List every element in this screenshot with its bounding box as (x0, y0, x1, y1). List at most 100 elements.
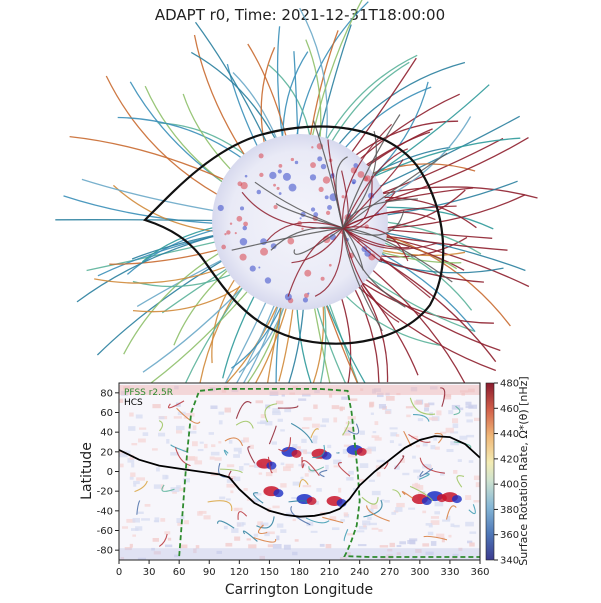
map-texture-cell (223, 525, 228, 530)
map-texture-cell (422, 443, 428, 447)
disk-spot (256, 189, 262, 195)
map-texture-cell (370, 412, 374, 415)
active-region-secondary (291, 449, 302, 458)
map-texture-cell (197, 511, 203, 516)
map-texture-cell (325, 544, 332, 549)
map-field-line (301, 460, 320, 477)
closed-field-line (342, 159, 404, 229)
legend-pfss-label: PFSS r2.5R (124, 388, 173, 398)
map-texture-cell (234, 536, 241, 541)
colorbar-tick-label: 400 (500, 480, 519, 491)
map-texture-cell (301, 438, 307, 443)
x-tick-label: 360 (470, 567, 489, 578)
map-texture-cell (260, 414, 267, 419)
map-texture-cell (123, 450, 131, 455)
map-texture-cell (276, 523, 284, 528)
disk-spot (290, 157, 295, 162)
open-field-line (105, 75, 233, 204)
closed-field-line (254, 181, 344, 229)
map-texture-cell (265, 421, 273, 426)
closed-field-line (241, 191, 344, 230)
closed-field-line (342, 123, 393, 229)
map-texture-cell (333, 465, 340, 468)
map-texture-cell (389, 440, 394, 444)
map-texture-cell (182, 478, 190, 483)
map-texture-cell (135, 526, 143, 531)
map-texture-cell (177, 521, 183, 526)
map-field-line (217, 520, 235, 529)
map-texture-cell (119, 463, 124, 468)
map-texture-cell (473, 475, 480, 481)
map-texture-cell (434, 501, 444, 507)
map-texture-cell (132, 534, 137, 537)
map-texture-cell (255, 400, 264, 404)
map-field-line (392, 489, 402, 498)
disk-spot (284, 293, 292, 301)
map-texture-cell (119, 398, 124, 403)
disk-spot (299, 217, 302, 220)
map-texture-cell (422, 510, 427, 514)
x-tick-label: 180 (290, 567, 309, 578)
open-field-line (55, 219, 230, 222)
map-texture-cell (233, 454, 240, 458)
closed-field-line (314, 227, 344, 297)
map-texture-cell (228, 439, 233, 444)
map-texture-cell (362, 520, 371, 526)
map-texture-cell (402, 472, 410, 476)
map-texture-cell (440, 471, 445, 476)
map-texture-cell (271, 441, 277, 445)
disk-spot (273, 204, 278, 210)
map-texture-cell (226, 479, 233, 483)
open-field-line (306, 30, 339, 153)
map-field-line (174, 447, 191, 467)
map-texture-cell (343, 444, 353, 447)
map-texture-cell (376, 471, 381, 477)
x-tick-label: 30 (143, 567, 156, 578)
map-texture-cell (395, 507, 403, 512)
map-field-line (343, 529, 349, 542)
map-texture-cell (342, 433, 351, 436)
map-field-line (456, 475, 465, 488)
disk-spot (294, 160, 299, 165)
map-texture-cell (226, 483, 236, 488)
map-texture-cell (424, 403, 430, 408)
map-field-line (337, 461, 351, 477)
map-texture-cell (384, 500, 390, 503)
y-tick-label: -40 (97, 506, 113, 517)
disk-spot (310, 162, 316, 168)
disk-spot (357, 171, 365, 178)
map-texture-cell (208, 432, 214, 435)
map-texture-cell (304, 451, 312, 454)
closed-field-line (342, 148, 409, 229)
active-region-secondary (451, 495, 462, 504)
map-texture-cell (412, 483, 421, 489)
map-texture-cell (430, 516, 440, 519)
map-texture-cell (333, 459, 342, 465)
map-field-line (409, 397, 436, 415)
map-texture-cell (203, 515, 211, 520)
disk-spot (239, 253, 247, 261)
map-texture-cell (304, 473, 309, 477)
map-field-line (290, 422, 313, 444)
map-field-line (401, 491, 414, 499)
map-texture-cell (399, 458, 405, 463)
map-field-line (134, 480, 148, 493)
map-texture-cell (357, 544, 367, 547)
map-texture-cell (119, 451, 128, 455)
heliospheric-current-sheet-3d (142, 125, 445, 345)
map-texture-cell (347, 416, 356, 420)
x-tick-label: 0 (116, 567, 122, 578)
map-texture-cell (453, 469, 458, 474)
map-field-line (305, 517, 330, 524)
chart-title: ADAPT r0, Time: 2021-12-31T18:00:00 (155, 6, 445, 24)
y-axis-ticks: -80 -60 -40 -20 0 20 40 60 80 (97, 388, 119, 557)
closed-field-line (287, 227, 344, 297)
map-texture-cell (183, 416, 188, 419)
map-texture-cell (339, 406, 343, 412)
map-texture-cell (292, 481, 301, 486)
colorbar-tick-label: 380 (500, 505, 519, 516)
map-texture-cell (195, 545, 200, 549)
map-texture-cell (152, 404, 161, 409)
map-texture-cell (347, 533, 354, 536)
